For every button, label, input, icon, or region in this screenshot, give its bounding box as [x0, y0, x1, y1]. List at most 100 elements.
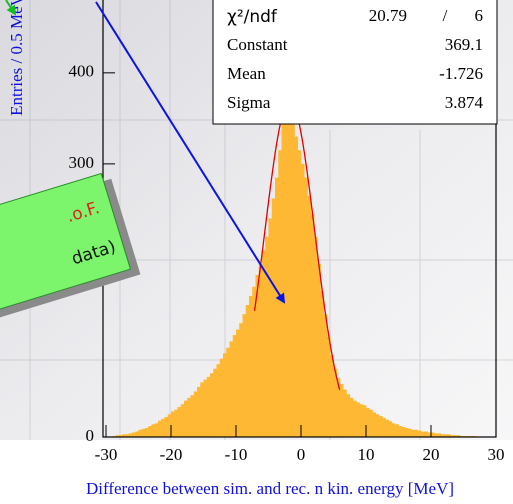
bar	[151, 424, 156, 437]
x-tick-label: 30	[488, 445, 505, 464]
arrow	[95, 1, 286, 304]
bar	[362, 405, 367, 437]
bar	[317, 264, 321, 437]
y-tick-label: 400	[69, 62, 95, 81]
stats-label: Mean	[227, 64, 266, 83]
bar	[245, 304, 250, 437]
bar	[255, 274, 260, 437]
bar	[281, 122, 286, 437]
y-tick-label: 0	[86, 426, 95, 445]
bar	[395, 424, 399, 437]
bar	[206, 376, 211, 437]
bar	[216, 364, 221, 437]
bar	[158, 420, 162, 437]
bar	[369, 409, 373, 437]
stats-value: 369.1	[445, 35, 483, 54]
bar	[379, 416, 383, 437]
bar	[418, 430, 422, 437]
bar	[132, 432, 136, 437]
bar	[284, 91, 289, 438]
bar	[203, 379, 208, 437]
bar	[411, 429, 416, 437]
bar	[193, 391, 198, 437]
bar	[197, 386, 201, 437]
bar	[291, 109, 295, 437]
x-tick-label: 10	[358, 445, 375, 464]
bar	[453, 435, 458, 437]
bar	[414, 429, 419, 437]
bar	[184, 400, 188, 437]
bar	[249, 295, 253, 437]
bar	[349, 397, 354, 437]
bar	[265, 236, 269, 437]
bar	[340, 384, 344, 437]
stats-value: 20.79	[369, 6, 407, 25]
bar	[385, 419, 390, 437]
bar	[187, 397, 191, 437]
bar	[271, 198, 276, 437]
bar	[310, 213, 315, 437]
y-tick-label: 300	[69, 153, 95, 172]
bar	[213, 368, 217, 437]
bar	[171, 411, 175, 437]
bar	[294, 136, 299, 437]
bar	[388, 421, 393, 437]
bar	[180, 404, 185, 437]
bar	[320, 291, 325, 437]
bar	[119, 435, 123, 437]
bar	[115, 435, 120, 437]
bar	[164, 416, 169, 437]
bar	[375, 414, 380, 437]
stats-value: 3.874	[445, 93, 484, 112]
bar	[177, 406, 182, 437]
bar	[275, 177, 279, 437]
annotation-box: .o.F. data)	[0, 172, 141, 319]
x-tick-label: 20	[423, 445, 440, 464]
stats-box	[212, 0, 498, 125]
annotation-panel	[0, 172, 132, 314]
bar	[392, 423, 396, 437]
bar	[424, 431, 429, 437]
y-axis-label: Entries / 0.5 MeV	[7, 0, 26, 116]
bar	[125, 434, 130, 437]
bar	[353, 400, 357, 437]
bar	[239, 323, 243, 437]
bar	[236, 329, 240, 437]
bar	[457, 435, 461, 437]
x-tick-label: -20	[160, 445, 183, 464]
bar	[366, 407, 370, 437]
bar	[304, 177, 308, 437]
bar	[288, 54, 292, 437]
bar	[242, 314, 247, 437]
x-tick-label: -10	[225, 445, 248, 464]
bar	[427, 432, 432, 437]
bar	[148, 426, 152, 437]
bar	[138, 429, 143, 437]
arrow	[5, 0, 17, 16]
bar	[258, 264, 263, 437]
bar	[398, 426, 403, 437]
bar	[307, 195, 312, 437]
bar	[268, 218, 273, 437]
bar	[190, 395, 195, 437]
stats-separator: /	[443, 6, 448, 25]
bar	[343, 389, 347, 437]
stats-label: Constant	[227, 35, 288, 54]
x-tick-label: 0	[297, 445, 306, 464]
bar	[450, 435, 455, 437]
bar	[145, 427, 149, 437]
bar	[128, 433, 133, 437]
bar	[223, 353, 227, 437]
bar	[434, 433, 438, 437]
bar	[135, 431, 139, 437]
bar	[226, 347, 230, 437]
bar	[336, 377, 341, 437]
stats-value: 6	[475, 6, 484, 25]
bar	[444, 434, 448, 437]
stats-value: -1.726	[439, 64, 483, 83]
bar	[333, 368, 338, 437]
bar	[141, 428, 146, 437]
bar	[356, 402, 360, 437]
bar	[174, 409, 178, 437]
